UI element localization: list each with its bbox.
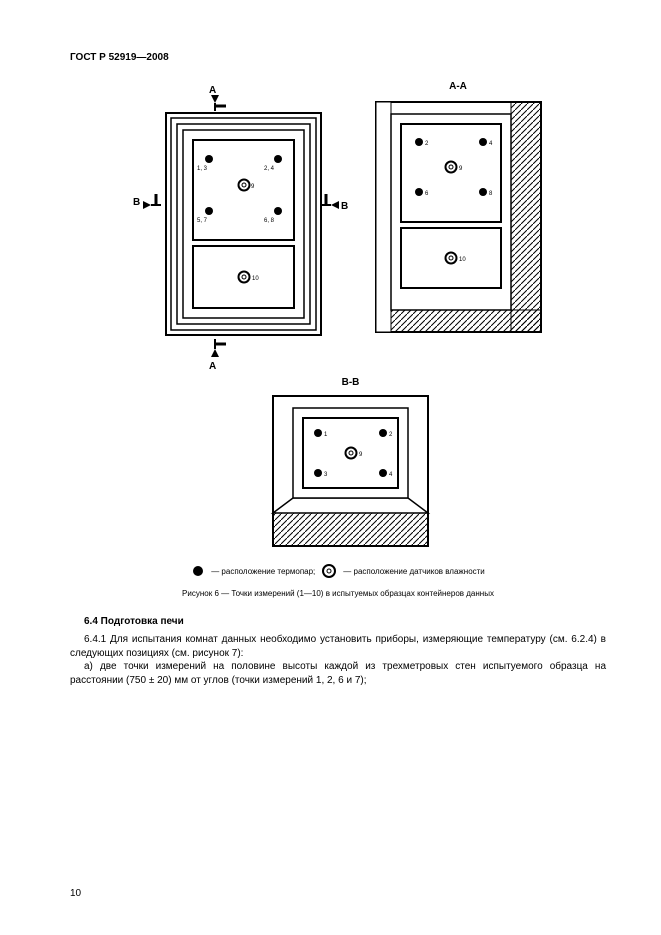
humidity-icon	[321, 563, 337, 579]
para-6-4-1-a: а) две точки измерений на половине высот…	[70, 660, 606, 687]
pt-9: 9	[251, 184, 255, 190]
para-6-4-1: 6.4.1 Для испытания комнат данных необхо…	[70, 633, 606, 660]
figure-section-bb: В-В 1 2 3	[263, 377, 438, 553]
label-aa: А-А	[371, 81, 546, 92]
pt-2-4: 2, 4	[264, 166, 275, 172]
figure-caption: Рисунок 6 — Точки измерений (1—10) в исп…	[70, 589, 606, 598]
pt-6-8: 6, 8	[264, 218, 275, 224]
safe-body: 1, 3 2, 4 5, 7 6, 8 9 10	[166, 113, 321, 335]
section-arrow-a-bottom: A	[209, 339, 226, 371]
thermocouple-icon	[191, 564, 205, 578]
label-b-right: B	[341, 201, 348, 212]
page-number: 10	[70, 888, 81, 899]
body-text: 6.4.1 Для испытания комнат данных необхо…	[70, 633, 606, 687]
figure-front-view: A B B	[131, 81, 351, 371]
pt-5-7: 5, 7	[197, 218, 208, 224]
label-a-bot: A	[209, 361, 216, 371]
section-6-4-title: 6.4 Подготовка печи	[84, 616, 606, 627]
section-arrow-a-top: A	[209, 85, 226, 111]
pt-1-3: 1, 3	[197, 166, 208, 172]
label-bb: В-В	[263, 377, 438, 388]
legend-humidity-text: — расположение датчиков влажности	[343, 567, 485, 576]
figure-section-aa: А-А 2	[371, 81, 546, 362]
legend-thermo-text: — расположение термопар;	[211, 567, 315, 576]
doc-id: ГОСТ Р 52919—2008	[70, 52, 606, 63]
legend: — расположение термопар; — расположение …	[70, 563, 606, 579]
label-b-left: B	[133, 197, 140, 208]
pt-10: 10	[252, 276, 259, 282]
label-a: A	[209, 85, 216, 96]
section-arrow-b-left: B	[133, 194, 161, 209]
aa-10: 10	[459, 257, 466, 263]
section-arrow-b-right: B	[321, 194, 348, 212]
